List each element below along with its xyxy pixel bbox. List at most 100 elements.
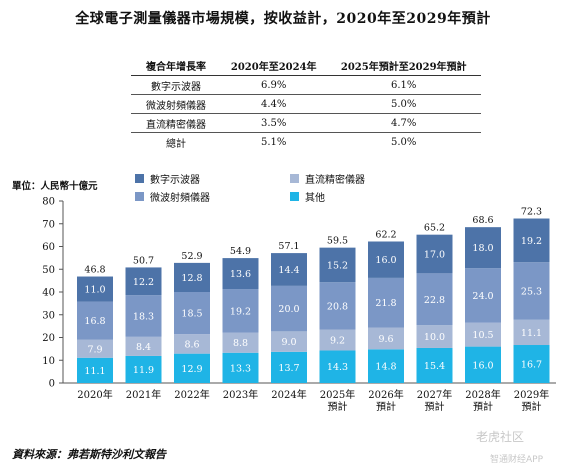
- bar-segment-label: 21.8: [375, 298, 396, 309]
- x-tick-label: 2025年: [320, 388, 355, 401]
- y-tick-label: 60: [42, 242, 55, 253]
- bar-segment-label: 11.0: [84, 285, 105, 296]
- x-tick-label: 2022年: [174, 388, 209, 401]
- x-tick-label: 2020年: [77, 388, 112, 401]
- bar-segment-label: 12.8: [181, 273, 202, 284]
- bar-total-label: 50.7: [133, 255, 154, 266]
- bar-segment: [77, 276, 113, 302]
- bar-segment: [174, 334, 210, 354]
- bar-segment: [125, 295, 162, 337]
- cagr-row-label: 數字示波器: [131, 75, 221, 95]
- bar-total-label: 62.2: [375, 229, 396, 240]
- bar-segment-label: 7.9: [87, 344, 102, 355]
- bar-segment: [368, 349, 404, 383]
- legend-item: 微波射頻儀器: [135, 189, 210, 204]
- cagr-value: 3.5%: [221, 113, 327, 133]
- x-tick-label: 預計: [328, 400, 348, 413]
- bar-segment-label: 18.5: [181, 309, 202, 320]
- bar-segment-label: 17.0: [424, 250, 445, 261]
- legend-item: 其他: [290, 189, 325, 204]
- bar-segment: [416, 325, 453, 348]
- bar-segment: [125, 355, 162, 383]
- bar-segment-label: 14.8: [375, 362, 396, 373]
- x-tick-label: 2023年: [223, 388, 258, 401]
- bar-segment: [368, 327, 404, 350]
- bar-segment: [465, 268, 501, 323]
- bar-total-label: 52.9: [181, 251, 202, 262]
- bar-total-label: 65.2: [424, 223, 445, 234]
- legend-item: 直流精密儀器: [290, 171, 365, 186]
- bar-segment: [77, 339, 113, 358]
- legend-label: 直流精密儀器: [305, 175, 365, 186]
- bar-segment: [77, 301, 113, 340]
- bar-segment: [174, 292, 210, 335]
- bar-segment: [125, 267, 162, 296]
- bar-segment-label: 14.4: [278, 265, 299, 276]
- x-tick-label: 預計: [522, 400, 542, 413]
- bar-segment: [222, 352, 259, 383]
- bar-segment: [319, 329, 356, 351]
- cagr-value: 4.7%: [326, 113, 481, 133]
- y-tick-label: 40: [42, 288, 55, 299]
- bar-segment-label: 10.5: [472, 330, 493, 341]
- bar-segment: [271, 351, 307, 383]
- unit-label: 單位：人民幣十億元: [12, 181, 98, 192]
- bar-segment-label: 19.2: [521, 236, 542, 247]
- bar-segment: [319, 282, 356, 330]
- cagr-row: 數字示波器 6.9% 6.1%: [131, 75, 481, 95]
- bar-total-label: 68.6: [472, 215, 493, 226]
- y-tick-label: 50: [42, 265, 55, 276]
- bar-segment-label: 12.9: [181, 364, 202, 375]
- bar-total-label: 57.1: [278, 241, 299, 252]
- legend-label: 其他: [305, 193, 325, 204]
- cagr-value: 5.0%: [326, 94, 481, 114]
- x-tick-label: 2024年: [271, 388, 306, 401]
- y-tick-label: 70: [42, 219, 55, 230]
- x-tick-label: 2027年: [417, 388, 452, 401]
- x-tick-label: 預計: [376, 400, 396, 413]
- legend-label: 數字示波器: [150, 175, 200, 186]
- legend-label: 微波射頻儀器: [150, 193, 210, 204]
- cagr-row: 直流精密儀器 3.5% 4.7%: [131, 113, 481, 133]
- bar-segment-label: 18.3: [133, 312, 154, 323]
- cagr-header-2020-2024: 2020年至2024年: [221, 55, 327, 76]
- cagr-header-label: 複合年增長率: [131, 55, 221, 76]
- bar-segment-label: 10.0: [424, 332, 445, 343]
- bar-segment: [174, 262, 210, 292]
- bar-segment: [319, 247, 356, 283]
- cagr-value: 4.4%: [221, 94, 327, 114]
- cagr-row-label: 微波射頻儀器: [131, 94, 221, 114]
- bar-segment-label: 9.6: [378, 334, 393, 345]
- bar-segment-label: 13.7: [278, 363, 299, 374]
- bar-segment: [465, 346, 501, 383]
- x-tick-label: 2021年: [126, 388, 161, 401]
- bar-segment-label: 13.6: [230, 269, 251, 280]
- bar-segment-label: 8.6: [184, 339, 199, 350]
- bar-segment: [513, 345, 550, 383]
- bar-segment-label: 25.3: [521, 286, 542, 297]
- y-tick-label: 80: [42, 197, 55, 208]
- bar-segment-label: 12.2: [133, 277, 154, 288]
- bar-segment-label: 16.0: [375, 255, 396, 266]
- bar-segment: [222, 258, 259, 290]
- x-tick-label: 預計: [425, 400, 445, 413]
- bar-segment-label: 11.1: [521, 328, 542, 339]
- bar-segment-label: 22.8: [424, 295, 445, 306]
- bar-segment: [465, 227, 501, 269]
- bar-segment: [271, 253, 307, 286]
- cagr-row-label: 直流精密儀器: [131, 113, 221, 133]
- bar-segment-label: 8.8: [233, 338, 248, 349]
- bar-segment-label: 16.8: [84, 316, 105, 327]
- bar-total-label: 46.8: [84, 265, 105, 276]
- bar-total-label: 54.9: [230, 246, 251, 257]
- bar-segment-label: 24.0: [472, 291, 493, 302]
- chart-title: 全球電子測量儀器市場規模，按收益計，2020年至2029年預計: [75, 11, 491, 27]
- cagr-value: 6.9%: [221, 75, 327, 95]
- bar-segment: [368, 277, 404, 328]
- bar-segment-label: 8.4: [136, 342, 151, 353]
- bar-segment-label: 20.8: [327, 301, 348, 312]
- bar-segment-label: 15.4: [424, 361, 445, 372]
- bar-segment: [174, 353, 210, 383]
- bar-segment-label: 13.3: [230, 363, 251, 374]
